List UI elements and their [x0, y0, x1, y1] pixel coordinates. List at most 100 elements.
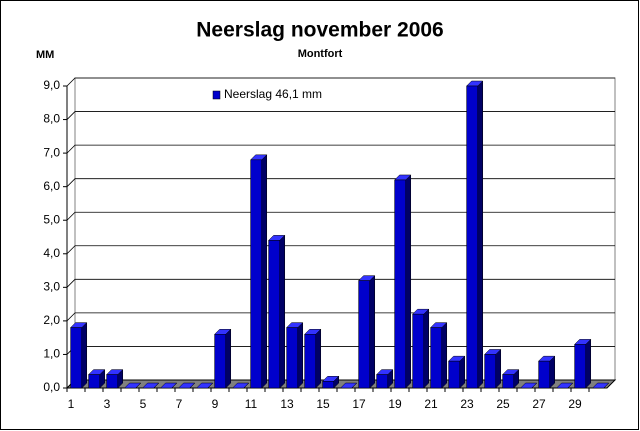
grid-line [66, 144, 615, 154]
bar [249, 154, 268, 389]
x-tick-label: 21 [424, 397, 438, 411]
bar [555, 382, 574, 389]
y-tick-label: 1,0 [43, 347, 60, 361]
grid-line [66, 178, 615, 187]
bar-top [141, 382, 160, 389]
bar [501, 368, 520, 389]
grid-line [66, 211, 615, 221]
bar-front [376, 374, 389, 389]
bar-front [448, 360, 461, 389]
x-tick-label: 15 [316, 397, 330, 411]
bar [393, 174, 412, 389]
bar [357, 275, 376, 389]
y-tick-label: 0,0 [43, 380, 60, 394]
grid-line [66, 245, 615, 255]
bar-top [177, 382, 196, 389]
bar-side [549, 355, 556, 389]
x-tick-label: 29 [568, 397, 582, 411]
bar-front [412, 313, 425, 389]
grid-line [66, 312, 615, 322]
bar-side [585, 338, 592, 389]
bar-front [538, 360, 551, 389]
bar-side [405, 174, 412, 389]
bar-side [495, 348, 502, 389]
bar-front [268, 240, 281, 389]
x-tick-label: 1 [68, 397, 75, 411]
back-wall [74, 77, 616, 381]
bar [105, 368, 124, 389]
bar [591, 382, 610, 389]
bar-side [225, 328, 232, 389]
bar-top [519, 382, 538, 389]
y-tick-label: 3,0 [43, 280, 60, 294]
bar-side [81, 321, 88, 389]
bar-side [279, 234, 286, 389]
grid-line [66, 111, 615, 120]
bar-top [159, 382, 178, 389]
bar [429, 321, 448, 389]
bar-front [214, 334, 227, 389]
bar-top [231, 382, 250, 389]
bar-side [297, 321, 304, 389]
grid-line [66, 77, 615, 87]
bar [159, 382, 178, 389]
bar-side [441, 321, 448, 389]
x-tick-label: 25 [496, 397, 510, 411]
x-tick-label: 19 [388, 397, 402, 411]
bar-front [88, 374, 101, 389]
bar-front [484, 354, 497, 389]
x-tick-label: 3 [104, 397, 111, 411]
bar-front [70, 327, 83, 389]
bar [537, 355, 556, 389]
bar-top [123, 382, 142, 389]
bar-side [315, 328, 322, 389]
x-tick-label: 11 [245, 397, 258, 411]
bar [375, 368, 394, 389]
bar [141, 382, 160, 389]
y-tick-label: 4,0 [43, 246, 60, 260]
y-tick-label: 5,0 [43, 212, 60, 226]
bar [195, 382, 214, 389]
bar-top [591, 382, 610, 389]
bar [483, 348, 502, 389]
chart-subtitle: Montfort [298, 48, 343, 60]
x-tick-label: 27 [532, 397, 546, 411]
bar [411, 308, 430, 389]
bar [231, 382, 250, 389]
bar [267, 234, 286, 389]
legend-label: Neerslag 46,1 mm [224, 87, 322, 101]
chart-title: Neerslag november 2006 [196, 19, 443, 42]
y-tick-label: 2,0 [43, 313, 60, 327]
bar-top [555, 382, 574, 389]
bar-front [358, 280, 371, 389]
bar-front [430, 327, 443, 389]
bar [213, 328, 232, 389]
x-tick-label: 7 [176, 397, 183, 411]
bar [447, 355, 466, 389]
x-tick-label: 9 [212, 397, 219, 411]
bar-side [423, 308, 430, 389]
bar-top [339, 382, 358, 389]
bar-side [477, 80, 484, 389]
bar [303, 328, 322, 389]
y-tick-label: 7,0 [43, 145, 60, 159]
bar [339, 382, 358, 389]
bar [69, 321, 88, 389]
bar-side [261, 154, 268, 389]
bar-front [304, 334, 317, 389]
bar [285, 321, 304, 389]
bar-front [574, 344, 587, 389]
bar-front [394, 179, 407, 389]
bar [573, 338, 592, 389]
bar-top [195, 382, 214, 389]
bar-front [466, 85, 479, 389]
bar [123, 382, 142, 389]
bar-front [286, 327, 299, 389]
y-tick-label: 8,0 [43, 112, 60, 126]
bar [321, 375, 340, 389]
bar [177, 382, 196, 389]
bar-side [369, 275, 376, 389]
y-tick-label: 9,0 [43, 78, 60, 92]
y-axis-label: MM [36, 49, 54, 61]
